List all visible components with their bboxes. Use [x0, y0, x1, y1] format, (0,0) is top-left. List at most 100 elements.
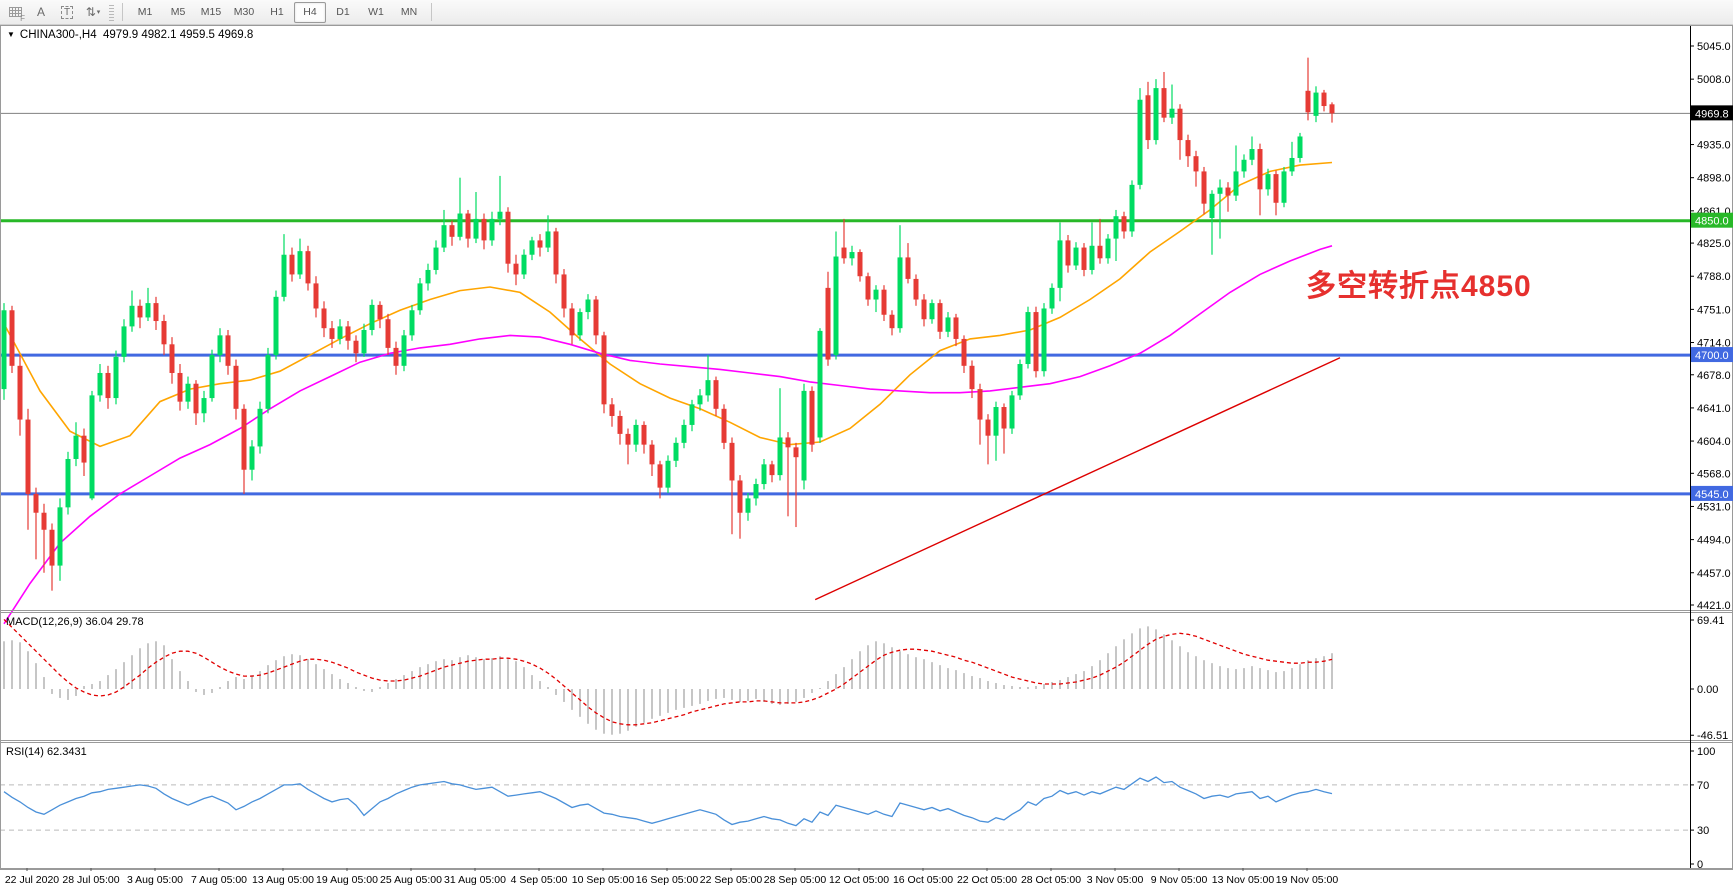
candle-body — [1265, 174, 1271, 190]
candle-body — [801, 390, 807, 481]
candle-body — [1209, 193, 1215, 218]
timeframe-button-w1[interactable]: W1 — [368, 6, 384, 18]
candle-body — [497, 211, 503, 219]
candle-body — [889, 314, 895, 329]
text-label-icon[interactable]: A — [36, 5, 45, 19]
candle-body — [913, 278, 919, 300]
candle-body — [49, 529, 55, 566]
candle-body — [337, 326, 343, 339]
timeframe-button-mn[interactable]: MN — [400, 6, 418, 18]
t-box-glyph: T — [60, 5, 74, 19]
candle-body — [585, 299, 591, 313]
timeframe-button-h4[interactable]: H4 — [294, 1, 326, 23]
time-label[interactable]: 4 Sep 05:00 — [511, 874, 568, 886]
grid-f-label: F — [20, 14, 25, 23]
timeframe-group: M1 M5 M15 M30 H1 H4 D1 W1 MN — [129, 1, 425, 23]
candle-body — [1241, 159, 1247, 172]
candle-body — [1001, 407, 1007, 429]
symbol-dropdown-icon[interactable]: ▼ — [7, 30, 15, 39]
timeframe-button-h1[interactable]: H1 — [270, 6, 284, 18]
candle-body — [1089, 245, 1095, 270]
candle-body — [665, 460, 671, 488]
chart-area: 5045.0 5008.0 4935.0 4898.0 4861.0 4825.0 4788… — [0, 25, 1733, 890]
timeframe-button-m1[interactable]: M1 — [137, 6, 153, 18]
candle-body — [841, 247, 847, 259]
candle-body — [1121, 216, 1127, 232]
timeframe-button-m15[interactable]: M15 — [200, 6, 222, 18]
time-label[interactable]: 13 Nov 05:00 — [1212, 874, 1275, 886]
toolbar-drag-handle[interactable] — [109, 3, 114, 21]
candle-body — [857, 252, 863, 277]
time-label[interactable]: 13 Aug 05:00 — [252, 874, 314, 886]
time-label[interactable]: 25 Aug 05:00 — [380, 874, 442, 886]
candle-body — [273, 296, 279, 356]
time-label[interactable]: 16 Sep 05:00 — [636, 874, 699, 886]
time-label[interactable]: 12 Oct 05:00 — [829, 874, 889, 886]
rsi-tick-label: 70 — [1697, 780, 1709, 792]
price-tick-label: 5045.0 — [1697, 41, 1731, 53]
candle-body — [209, 355, 215, 399]
chevron-down-icon: ▾ — [96, 9, 101, 16]
candle-body — [401, 335, 407, 366]
arrows-tool-icon[interactable]: ⇅ ▾ — [85, 5, 101, 19]
grid-properties-icon[interactable]: F — [3, 1, 27, 23]
text-box-icon[interactable]: T — [55, 1, 79, 23]
price-tick-label: 4751.0 — [1697, 304, 1731, 316]
candle-body — [609, 404, 615, 416]
chart-text-annotation[interactable]: 多空转折点4850 — [1306, 270, 1532, 303]
level-price-badge-text: 4850.0 — [1695, 216, 1729, 228]
candle-body — [1225, 187, 1231, 196]
candle-body — [193, 383, 199, 414]
time-label[interactable]: 28 Oct 05:00 — [1021, 874, 1081, 886]
time-label[interactable]: 22 Oct 05:00 — [957, 874, 1017, 886]
candle-body — [313, 283, 319, 309]
candle-body — [105, 372, 111, 399]
candle-body — [249, 446, 255, 470]
candle-body — [137, 305, 143, 318]
current-price-badge-text: 4969.8 — [1695, 108, 1729, 120]
time-label[interactable]: 10 Sep 05:00 — [572, 874, 635, 886]
time-label[interactable]: 31 Aug 05:00 — [444, 874, 506, 886]
candle-body — [1041, 308, 1047, 372]
candle-body — [513, 263, 519, 275]
time-label[interactable]: 3 Aug 05:00 — [127, 874, 183, 886]
candle-body — [1097, 245, 1103, 259]
time-label[interactable]: 22 Sep 05:00 — [700, 874, 763, 886]
rsi-tick-label: 100 — [1697, 746, 1715, 758]
timeframe-button-m30[interactable]: M30 — [233, 6, 255, 18]
time-label[interactable]: 9 Nov 05:00 — [1151, 874, 1208, 886]
candle-body — [1193, 156, 1199, 172]
trend-line[interactable] — [814, 357, 1341, 601]
candle-body — [793, 447, 799, 458]
candle-body — [329, 328, 335, 339]
candle-body — [705, 380, 711, 396]
candle-body — [417, 283, 423, 311]
candle-body — [713, 380, 719, 409]
candle-body — [633, 424, 639, 445]
level-price-badge — [1691, 485, 1733, 501]
candle-body — [369, 304, 375, 330]
chart-canvas[interactable]: 5045.05008.04935.04898.04861.04825.04788… — [0, 25, 1733, 890]
time-label[interactable]: 3 Nov 05:00 — [1087, 874, 1144, 886]
time-label[interactable]: 28 Jul 05:00 — [62, 874, 119, 886]
time-label[interactable]: 16 Oct 05:00 — [893, 874, 953, 886]
candle-body — [185, 383, 191, 402]
time-label[interactable]: 28 Sep 05:00 — [764, 874, 827, 886]
candle-body — [641, 424, 647, 445]
toolbar-separator — [122, 3, 123, 21]
time-label[interactable]: 19 Aug 05:00 — [316, 874, 378, 886]
ma-slow-line[interactable] — [3, 245, 1333, 625]
price-tick-label: 5008.0 — [1697, 74, 1731, 86]
timeframe-button-m5[interactable]: M5 — [170, 6, 186, 18]
candle-body — [305, 251, 311, 284]
candle-body — [697, 395, 703, 405]
timeframe-button-d1[interactable]: D1 — [336, 6, 350, 18]
candle-body — [601, 335, 607, 405]
macd-tick-label: 0.00 — [1697, 684, 1718, 696]
ma-fast-line[interactable] — [3, 161, 1333, 448]
time-label[interactable]: 19 Nov 05:00 — [1276, 874, 1339, 886]
time-label[interactable]: 22 Jul 2020 — [5, 874, 59, 886]
candle-body — [289, 254, 295, 275]
time-label[interactable]: 7 Aug 05:00 — [191, 874, 247, 886]
